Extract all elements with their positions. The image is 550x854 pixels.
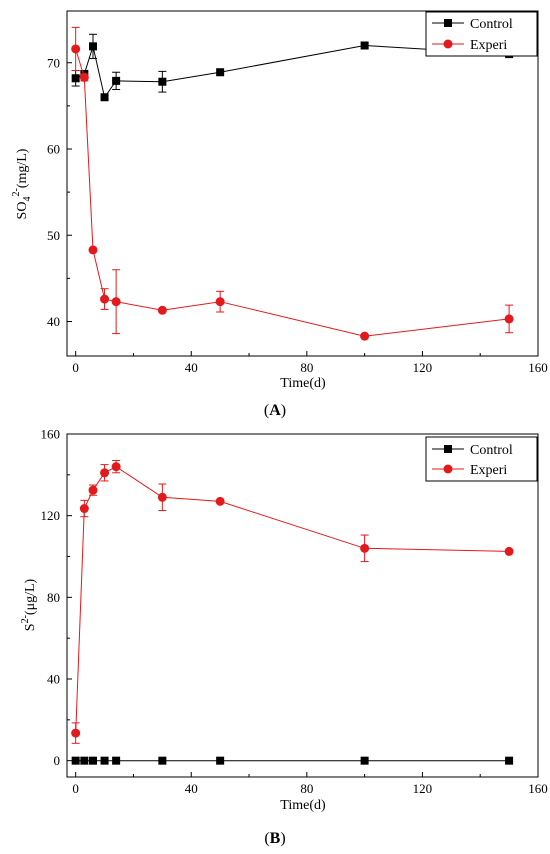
y-axis-title-sup: 2- bbox=[20, 615, 31, 623]
data-point bbox=[79, 72, 89, 82]
y-axis-title-main: S bbox=[23, 623, 38, 631]
y-tick-label: 0 bbox=[54, 753, 61, 768]
y-tick-label: 40 bbox=[47, 314, 60, 329]
x-tick-label: 0 bbox=[72, 781, 79, 796]
y-axis-title-main: SO bbox=[15, 202, 30, 220]
data-point bbox=[79, 504, 89, 514]
data-point bbox=[100, 756, 109, 765]
x-axis-title: Time(d) bbox=[280, 798, 326, 813]
series-line-experi bbox=[75, 48, 510, 337]
y-tick-label: 70 bbox=[47, 55, 60, 70]
y-tick-label: 50 bbox=[47, 228, 60, 243]
y-axis-title-sub: 4 bbox=[22, 197, 33, 202]
x-tick-label: 80 bbox=[300, 360, 313, 375]
data-point bbox=[505, 756, 514, 765]
panel-b: 0 40 80 120 160 0 40 80 120 160 Control Experi S2… bbox=[20, 427, 548, 848]
legend-marker-control bbox=[444, 19, 452, 27]
y-tick-label: 160 bbox=[41, 427, 61, 442]
data-marks bbox=[71, 460, 514, 765]
series-experi bbox=[71, 26, 514, 341]
data-point bbox=[80, 756, 89, 765]
y-axis-title-unit: (mg/L) bbox=[15, 148, 30, 188]
x-tick-label: 120 bbox=[413, 781, 433, 796]
data-marks bbox=[71, 26, 514, 341]
data-point bbox=[360, 543, 370, 553]
data-point bbox=[112, 76, 121, 85]
data-point bbox=[88, 245, 98, 255]
x-tick-label: 80 bbox=[300, 781, 313, 796]
data-point bbox=[100, 93, 109, 102]
x-tick-label: 120 bbox=[413, 360, 433, 375]
data-point bbox=[71, 44, 81, 54]
data-point bbox=[157, 305, 167, 315]
data-point bbox=[504, 546, 514, 556]
data-point bbox=[216, 756, 225, 765]
data-point bbox=[89, 756, 98, 765]
data-point bbox=[360, 331, 370, 341]
legend-marker-experi bbox=[443, 464, 453, 474]
panel-caption: (A) bbox=[264, 402, 286, 419]
data-point bbox=[100, 294, 110, 304]
panel-caption: (B) bbox=[264, 830, 285, 847]
legend-box bbox=[425, 436, 538, 482]
series-line-experi bbox=[75, 466, 510, 734]
data-point bbox=[360, 756, 369, 765]
legend-label-experi: Experi bbox=[470, 463, 507, 478]
axis-ticks: 0 40 80 120 160 0 40 80 120 160 bbox=[41, 427, 548, 797]
y-tick-label: 120 bbox=[41, 508, 61, 523]
axis-ticks: 0 40 80 120 160 40 50 60 70 bbox=[47, 55, 548, 375]
legend-marker-control bbox=[444, 445, 452, 453]
series-control bbox=[71, 756, 514, 765]
x-tick-label: 40 bbox=[185, 781, 198, 796]
legend-label-control: Control bbox=[470, 17, 513, 32]
y-tick-label: 40 bbox=[47, 672, 60, 687]
data-point bbox=[112, 756, 121, 765]
data-point bbox=[158, 756, 167, 765]
x-tick-label: 40 bbox=[185, 360, 198, 375]
data-point bbox=[215, 496, 225, 506]
x-axis-title: Time(d) bbox=[280, 376, 326, 391]
y-axis-title: SO42-(mg/L) bbox=[11, 148, 33, 219]
data-point bbox=[215, 297, 225, 307]
data-point bbox=[157, 492, 167, 502]
legend-marker-experi bbox=[443, 39, 453, 49]
x-tick-label: 160 bbox=[528, 781, 548, 796]
series-experi bbox=[71, 460, 514, 744]
legend-label-experi: Experi bbox=[470, 38, 507, 53]
data-point bbox=[111, 462, 121, 472]
panel-caption-letter: B bbox=[270, 830, 281, 847]
panel-a: 0 40 80 120 160 40 50 60 70 Control Experi SO42-… bbox=[11, 10, 548, 419]
data-point bbox=[100, 468, 110, 478]
legend-label-control: Control bbox=[470, 443, 513, 458]
y-axis-title-sup: 2- bbox=[11, 188, 22, 196]
legend: Control Experi bbox=[425, 11, 538, 57]
x-tick-label: 0 bbox=[72, 360, 79, 375]
x-tick-label: 160 bbox=[528, 360, 548, 375]
y-axis-title-unit: (μg/L) bbox=[23, 578, 38, 615]
panel-caption-letter: A bbox=[269, 402, 281, 419]
data-point bbox=[71, 728, 81, 738]
y-tick-label: 80 bbox=[47, 590, 60, 605]
plot-frame bbox=[66, 10, 539, 357]
data-point bbox=[158, 77, 167, 86]
data-point bbox=[360, 41, 369, 50]
data-point bbox=[89, 42, 98, 51]
data-point bbox=[504, 314, 514, 324]
y-axis-title: S2-(μg/L) bbox=[20, 578, 38, 631]
data-point bbox=[71, 756, 80, 765]
legend: Control Experi bbox=[425, 436, 538, 482]
y-tick-label: 60 bbox=[47, 142, 60, 157]
data-point bbox=[71, 74, 80, 83]
plot-frame bbox=[66, 433, 539, 778]
data-point bbox=[111, 297, 121, 307]
data-point bbox=[88, 485, 98, 495]
data-point bbox=[216, 68, 225, 77]
